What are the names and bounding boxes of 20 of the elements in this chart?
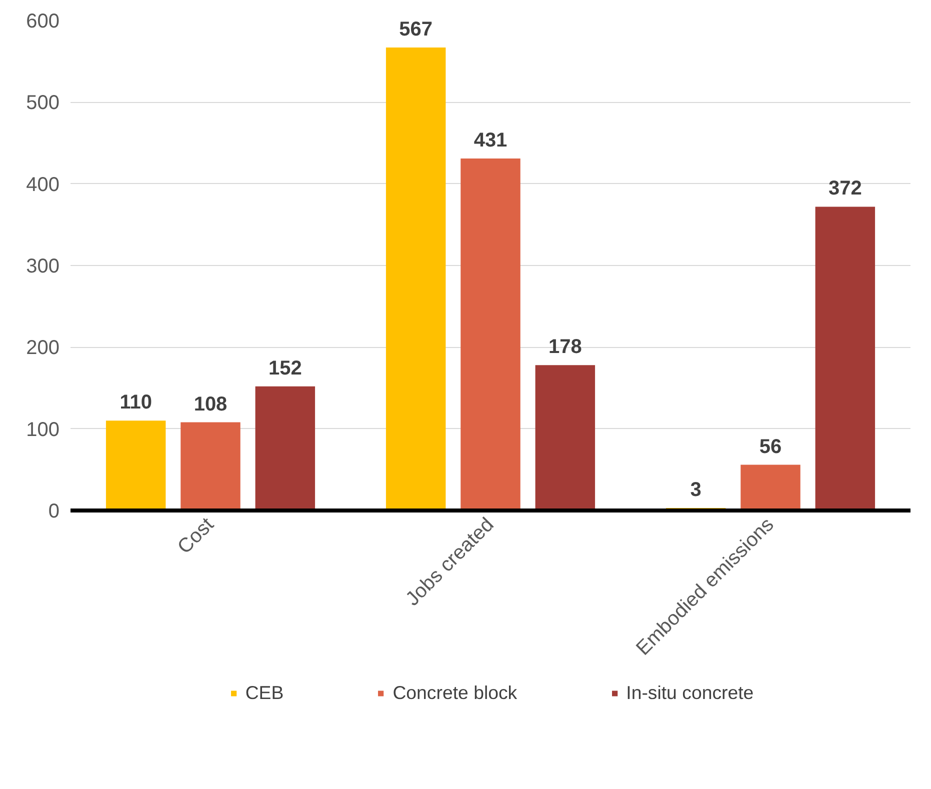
data-label: 3 xyxy=(690,479,702,502)
y-tick-label: 400 xyxy=(26,174,60,196)
data-label: 110 xyxy=(120,392,152,414)
legend-label: In-situ concrete xyxy=(626,682,754,704)
y-tick-label: 600 xyxy=(26,10,60,32)
data-label: 431 xyxy=(474,130,508,152)
y-tick-label: 200 xyxy=(26,337,60,360)
data-label: 178 xyxy=(548,336,582,358)
y-tick-label: 500 xyxy=(26,92,60,114)
legend-label: CEB xyxy=(245,682,284,704)
y-tick-label: 100 xyxy=(26,418,60,441)
data-label: 567 xyxy=(399,18,433,40)
data-label: 56 xyxy=(759,436,782,458)
data-label: 152 xyxy=(268,357,302,380)
y-tick-label: 300 xyxy=(26,256,60,278)
legend-label: Concrete block xyxy=(392,682,518,704)
data-label: 372 xyxy=(828,178,862,200)
x-tick-label: Cost xyxy=(174,513,219,558)
data-label: 108 xyxy=(194,393,228,416)
y-tick-label: 0 xyxy=(48,500,60,522)
